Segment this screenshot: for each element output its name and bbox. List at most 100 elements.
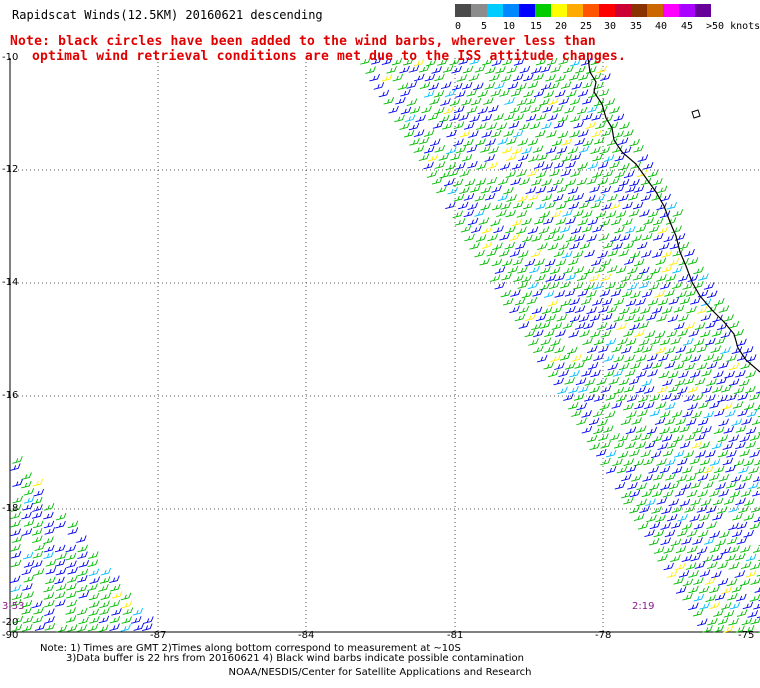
wind-barb [718, 361, 729, 369]
wind-barb [704, 577, 716, 585]
wind-barb [699, 457, 711, 466]
wind-barb [12, 495, 24, 504]
wind-barb [76, 535, 87, 543]
wind-barb [54, 559, 66, 567]
wind-barb [549, 81, 560, 90]
wind-barb [463, 193, 475, 201]
wind-barb [738, 505, 749, 514]
wind-barb [491, 58, 503, 66]
wind-barb [506, 137, 517, 145]
wind-barb [510, 289, 521, 297]
wind-barb [555, 89, 566, 98]
wind-barb [578, 145, 590, 153]
wind-barb [669, 241, 681, 250]
wind-barb [589, 442, 600, 451]
wind-barb [541, 193, 553, 202]
wind-barb [510, 89, 522, 97]
wind-barb [675, 417, 687, 426]
wind-barb [699, 441, 710, 449]
wind-barb [736, 536, 748, 545]
wind-barb [598, 88, 610, 97]
wind-barb [742, 346, 754, 354]
wind-barb [557, 130, 569, 139]
wind-barb [535, 170, 547, 179]
wind-barb [569, 314, 581, 323]
wind-barb [131, 616, 142, 624]
wind-barb [636, 370, 647, 378]
wind-barb [667, 314, 679, 323]
wind-barb [121, 616, 132, 624]
wind-barb [754, 459, 760, 466]
wind-barb [741, 473, 753, 482]
wind-barb [649, 393, 661, 402]
wind-barb [467, 160, 478, 169]
wind-barb [494, 266, 506, 274]
wind-barb [568, 401, 579, 410]
wind-barb [22, 583, 33, 591]
wind-barb [497, 137, 508, 145]
wind-barb [610, 217, 622, 226]
wind-barb [586, 306, 597, 315]
wind-barb [12, 615, 24, 624]
wind-barb [643, 386, 655, 394]
wind-barb [493, 113, 504, 121]
wind-barb [638, 338, 650, 346]
wind-barb [526, 169, 538, 177]
wind-barb [644, 330, 656, 339]
wind-barb [593, 394, 605, 402]
wind-barb [490, 218, 501, 227]
legend-swatch [583, 4, 599, 17]
wind-barb [518, 321, 530, 329]
wind-barb [610, 234, 621, 242]
wind-barb [695, 450, 706, 458]
wind-barb [514, 313, 526, 322]
wind-barb [712, 553, 724, 562]
wind-barb [620, 417, 632, 426]
wind-barb [421, 105, 432, 114]
wind-barb [578, 314, 590, 322]
wind-barb [553, 193, 564, 202]
wind-barb [718, 305, 730, 313]
wind-barb [675, 545, 687, 554]
wind-barb [522, 234, 533, 243]
wind-barb [681, 537, 692, 545]
wind-barb [671, 466, 683, 474]
wind-barb [616, 394, 627, 402]
wind-barb [553, 120, 565, 129]
wind-barb [89, 576, 101, 584]
wind-barb [423, 89, 435, 98]
wind-barb [121, 600, 133, 609]
wind-barb [678, 313, 689, 322]
wind-barb [678, 570, 690, 578]
wind-barb [659, 281, 671, 290]
wind-barb [660, 482, 671, 491]
wind-barb [553, 377, 564, 386]
wind-barb [508, 121, 520, 129]
wind-barb [687, 545, 698, 554]
wind-barb [45, 559, 57, 567]
wind-barb [501, 258, 513, 267]
wind-barb [649, 408, 661, 417]
wind-barb [642, 362, 653, 370]
wind-barb [630, 361, 641, 370]
wind-barb [378, 89, 390, 98]
wind-barb [488, 146, 499, 154]
wind-barb [692, 537, 703, 545]
wind-barb [578, 72, 589, 81]
wind-barb [590, 146, 601, 154]
wind-barb [631, 433, 642, 441]
wind-barb [546, 130, 557, 138]
wind-barb [547, 298, 559, 307]
wind-barb [442, 65, 454, 73]
wind-barb [569, 369, 580, 378]
wind-barb [120, 624, 131, 632]
wind-barb [733, 458, 745, 467]
wind-barb [657, 442, 668, 451]
wind-barb [712, 385, 723, 393]
wind-barb [721, 586, 732, 594]
wind-barb [98, 584, 109, 592]
wind-barb [675, 562, 686, 571]
wind-barb [453, 105, 465, 114]
wind-barb [526, 296, 538, 305]
wind-barb [10, 528, 22, 537]
